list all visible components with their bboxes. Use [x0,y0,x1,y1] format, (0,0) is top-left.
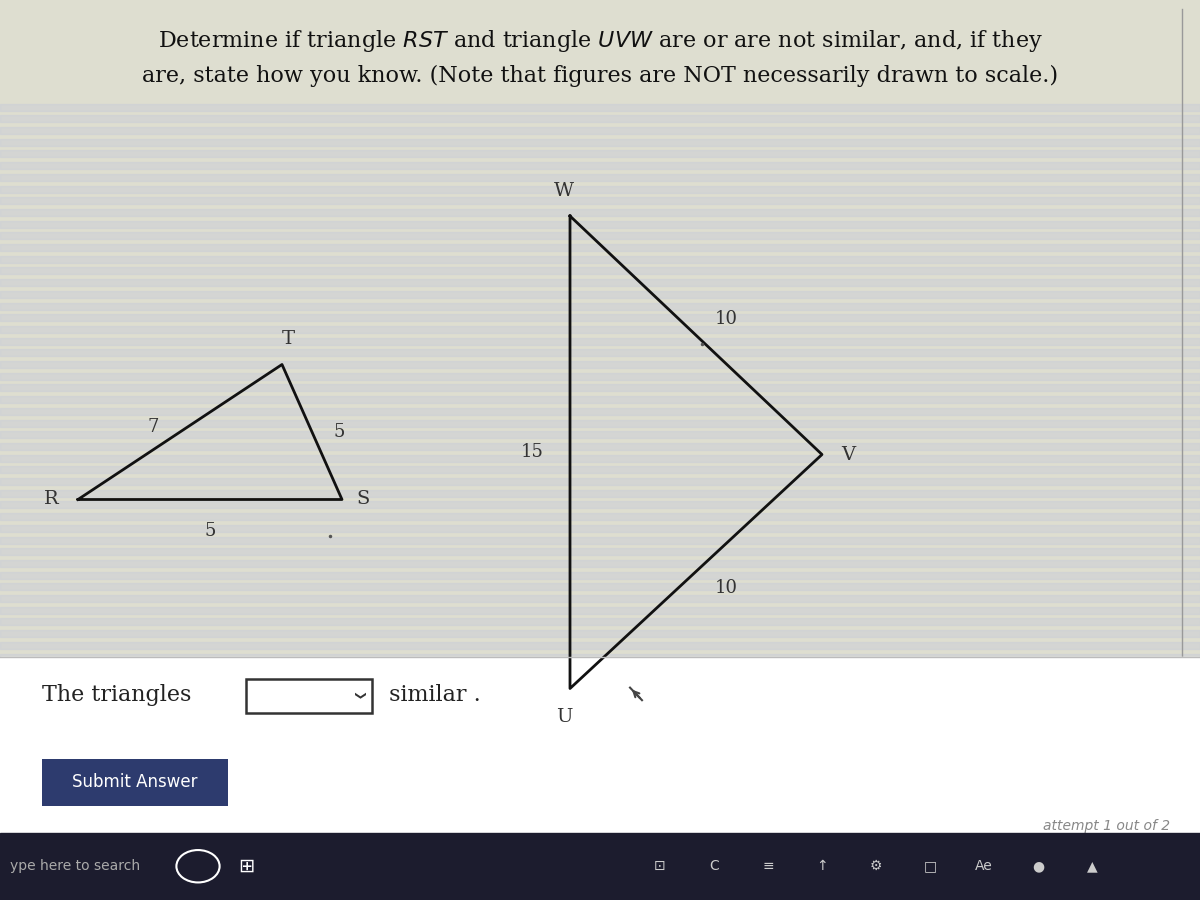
Bar [0,794,1200,801]
Bar [0,244,1200,251]
Bar [0,349,1200,356]
Text: ⊡: ⊡ [654,860,666,873]
Text: ⚙: ⚙ [870,860,882,873]
Text: Determine if triangle $RST$ and triangle $UVW$ are or are not similar, and, if t: Determine if triangle $RST$ and triangle… [157,28,1043,53]
Bar [0,525,1200,532]
Bar [0,735,1200,742]
Bar [0,302,1200,310]
Text: 5: 5 [204,522,216,540]
Bar [0,490,1200,497]
Bar [0,209,1200,216]
Bar [0,408,1200,415]
Bar [0,653,1200,661]
Bar [0,747,1200,754]
Bar [0,770,1200,778]
Bar [0,197,1200,204]
Text: R: R [44,491,59,508]
Bar [0,572,1200,579]
Bar [0,700,1200,707]
Bar [0,832,1200,900]
Text: V: V [841,446,856,464]
Bar [0,665,1200,672]
Bar [0,384,1200,392]
Bar [0,220,1200,228]
Bar [0,291,1200,298]
Bar [0,396,1200,403]
Text: W: W [554,182,574,200]
Bar [42,759,228,806]
Text: Ae: Ae [976,860,992,873]
Bar [0,513,1200,520]
Text: The triangles: The triangles [42,684,191,706]
Text: C: C [709,860,719,873]
Bar [0,443,1200,450]
Text: ❯: ❯ [352,691,364,700]
Text: ype here to search: ype here to search [10,860,139,873]
Text: 5: 5 [334,423,344,441]
Bar [0,560,1200,567]
Text: ●: ● [1032,860,1044,873]
Bar [0,759,1200,766]
Bar [0,501,1200,508]
Bar [0,583,1200,590]
Bar [0,127,1200,134]
Bar [0,478,1200,485]
Text: 10: 10 [714,579,738,597]
Bar [0,431,1200,438]
Bar [0,174,1200,181]
Bar [0,326,1200,333]
Bar [0,724,1200,731]
Bar [0,466,1200,473]
Bar [0,688,1200,696]
Bar [0,256,1200,263]
Text: ⊞: ⊞ [238,857,254,876]
Bar [0,642,1200,649]
Bar [0,361,1200,368]
Bar [0,162,1200,169]
Bar [0,607,1200,614]
Bar [0,782,1200,789]
Bar [0,279,1200,286]
Bar [0,630,1200,637]
Bar [0,104,1200,111]
Text: ↑: ↑ [816,860,828,873]
Bar [0,677,1200,684]
Bar [0,267,1200,274]
Bar [0,536,1200,544]
Text: 7: 7 [148,418,160,436]
Bar [0,185,1200,193]
Text: 10: 10 [714,310,738,328]
Bar [0,338,1200,345]
Bar [0,232,1200,239]
Bar [0,657,1200,832]
Text: are, state how you know. (Note that figures are NOT necessarily drawn to scale.): are, state how you know. (Note that figu… [142,65,1058,86]
Text: similar .: similar . [382,684,480,706]
Bar [0,595,1200,602]
Text: attempt 1 out of 2: attempt 1 out of 2 [1043,819,1170,833]
Text: U: U [556,708,572,726]
Text: T: T [282,330,294,348]
Bar [0,548,1200,555]
Bar [0,314,1200,321]
Text: Submit Answer: Submit Answer [72,773,198,791]
Text: ≡: ≡ [762,860,774,873]
Text: S: S [356,491,370,508]
Text: □: □ [924,860,936,873]
Bar [0,115,1200,122]
Bar [0,712,1200,719]
Bar [0,618,1200,626]
Bar [0,150,1200,158]
Text: ▲: ▲ [1087,860,1097,873]
Text: 15: 15 [521,444,544,461]
Bar [0,373,1200,380]
Bar [0,139,1200,146]
Bar [246,679,372,713]
Bar [0,454,1200,462]
Bar [0,419,1200,427]
